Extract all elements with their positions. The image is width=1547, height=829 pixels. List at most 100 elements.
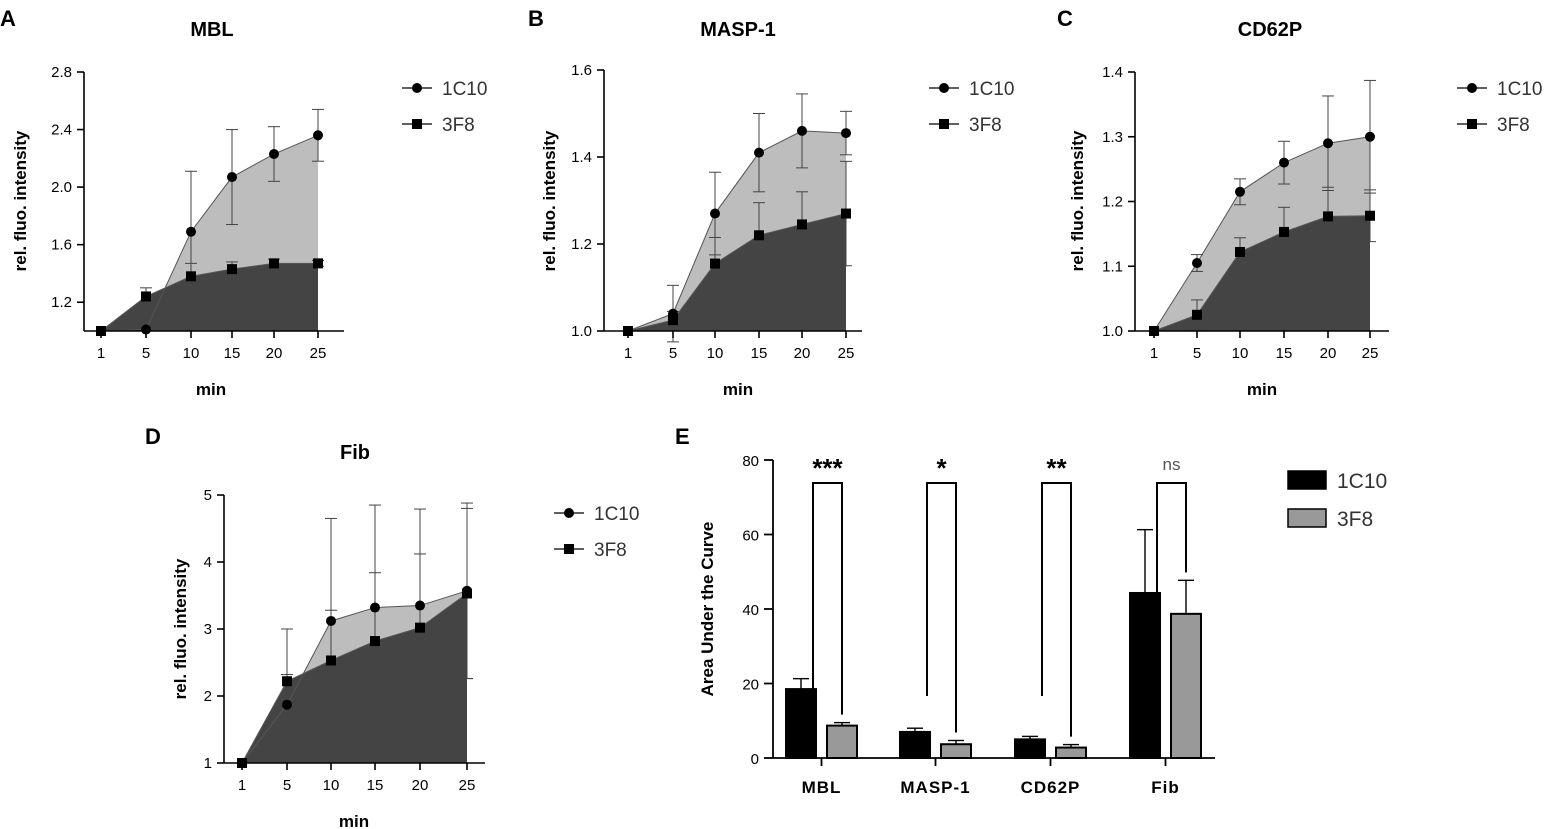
area-3f8 — [1154, 215, 1370, 331]
significance-bracket — [1041, 482, 1072, 737]
x-tick-label: 5 — [283, 777, 291, 794]
bar-1c10 — [1129, 591, 1161, 759]
marker-3f8 — [1235, 247, 1245, 258]
legend-marker-circle-icon — [412, 83, 422, 93]
series-line-3f8 — [241, 593, 468, 764]
marker-3f8 — [282, 676, 292, 687]
marker-1c10 — [841, 128, 851, 139]
y-axis-label: rel. fluo. intensity — [1068, 130, 1087, 271]
panel-letter: C — [1057, 6, 1073, 31]
marker-3f8 — [313, 258, 323, 269]
y-tick-label: 1.2 — [51, 294, 72, 311]
significance-label: * — [936, 453, 947, 483]
marker-1c10 — [282, 699, 292, 710]
panel-title: CD62P — [1238, 19, 1302, 41]
y-tick-label: 1 — [204, 755, 212, 772]
panel-title: Fib — [340, 442, 370, 464]
y-tick-label: 2.8 — [51, 64, 72, 81]
x-tick-label: 15 — [224, 345, 241, 362]
legend-marker-square-icon — [412, 119, 422, 129]
bar-1c10 — [785, 688, 817, 760]
x-tick-label: 20 — [1320, 345, 1337, 362]
x-tick-label: 5 — [669, 345, 677, 362]
marker-3f8 — [227, 264, 237, 275]
series-line-3f8 — [627, 213, 847, 332]
panel-letter: A — [0, 6, 16, 31]
legend-marker-square-icon — [1467, 119, 1477, 129]
legend-label: 1C10 — [969, 79, 1014, 100]
bar-1c10 — [899, 730, 931, 759]
marker-3f8 — [668, 315, 678, 326]
marker-3f8 — [1279, 226, 1289, 237]
panel-title: MASP-1 — [700, 19, 776, 41]
y-axis-label: rel. fluo. intensity — [171, 558, 190, 699]
marker-3f8 — [841, 208, 851, 219]
panel-e: E *** MBL * MASP-1 ** CD62P ns Fib 0 20 40 60 80 Area … — [675, 424, 1387, 797]
significance-label: *** — [812, 453, 843, 483]
y-tick-label: 1.6 — [51, 237, 72, 254]
category-label: CD62P — [1021, 778, 1081, 797]
x-tick-label: 20 — [266, 345, 283, 362]
y-axis-label: rel. fluo. intensity — [11, 130, 30, 271]
panel-letter: E — [675, 424, 690, 449]
legend-label: 3F8 — [594, 540, 627, 561]
x-tick-label: 15 — [367, 777, 384, 794]
marker-1c10 — [1365, 131, 1375, 142]
significance-label: ns — [1163, 455, 1181, 474]
area-3f8 — [242, 593, 467, 763]
marker-3f8 — [186, 271, 196, 282]
y-tick-label: 4 — [204, 554, 212, 571]
x-tick-label: 10 — [183, 345, 200, 362]
y-tick-label: 3 — [204, 621, 212, 638]
marker-1c10 — [227, 172, 237, 183]
marker-1c10 — [269, 149, 279, 160]
x-tick-label: 1 — [1150, 345, 1158, 362]
x-axis-label: min — [1247, 380, 1277, 399]
bar-1c10 — [1014, 738, 1046, 759]
area-3f8 — [628, 213, 846, 331]
bar-3f8 — [1170, 612, 1202, 760]
panel-letter: D — [145, 424, 161, 449]
series-line-3f8 — [1153, 215, 1371, 332]
x-tick-label: 10 — [707, 345, 724, 362]
x-axis-label: min — [723, 380, 753, 399]
y-tick-label: 1.2 — [571, 236, 592, 253]
marker-1c10 — [1192, 258, 1202, 269]
x-tick-label: 25 — [310, 345, 327, 362]
legend-label: 3F8 — [969, 115, 1002, 136]
x-tick-label: 5 — [1193, 345, 1201, 362]
marker-3f8 — [710, 258, 720, 269]
x-tick-label: 20 — [412, 777, 429, 794]
series-line-1c10 — [627, 130, 847, 332]
panel-letter: B — [528, 6, 544, 31]
y-axis-label: rel. fluo. intensity — [540, 130, 559, 271]
series-line-1c10 — [1153, 136, 1371, 332]
x-tick-label: 10 — [323, 777, 340, 794]
category-label: Fib — [1151, 778, 1180, 797]
marker-3f8 — [1365, 210, 1375, 221]
y-tick-label: 1.3 — [1102, 129, 1123, 146]
x-axis-label: min — [339, 812, 369, 829]
marker-1c10 — [141, 324, 151, 335]
legend-label: 1C10 — [1337, 470, 1387, 493]
y-tick-label: 0 — [751, 751, 759, 768]
bar-3f8 — [940, 743, 972, 760]
x-tick-label: 1 — [97, 345, 105, 362]
significance-bracket — [1156, 482, 1187, 696]
category-label: MASP-1 — [900, 778, 970, 797]
y-tick-label: 20 — [742, 677, 759, 694]
marker-3f8 — [462, 588, 472, 599]
y-tick-label: 40 — [742, 602, 759, 619]
y-tick-label: 2 — [204, 688, 212, 705]
x-tick-label: 15 — [1276, 345, 1293, 362]
x-tick-label: 1 — [624, 345, 632, 362]
marker-1c10 — [797, 125, 807, 136]
legend-label: 1C10 — [594, 504, 639, 525]
marker-3f8 — [754, 230, 764, 241]
x-tick-label: 5 — [142, 345, 150, 362]
legend-marker-circle-icon — [1467, 83, 1477, 93]
marker-3f8 — [415, 622, 425, 633]
significance-label: ** — [1046, 453, 1067, 483]
